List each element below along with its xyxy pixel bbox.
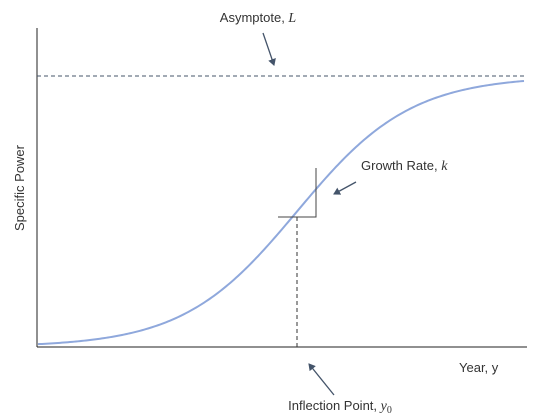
asymptote-label: Asymptote, L [220, 10, 297, 26]
label-text: Inflection Point, [288, 398, 381, 413]
logistic-curve [37, 79, 525, 346]
label-text: Growth Rate, [361, 158, 441, 173]
growth-label: Growth Rate, k [361, 158, 448, 174]
inflection-arrow [308, 363, 335, 396]
x-axis-label: Year, y [459, 360, 499, 375]
label-symbol: k [441, 159, 448, 174]
y-axis-label: Specific Power [12, 144, 27, 231]
label-symbol: L [287, 11, 296, 26]
inflection-label: Inflection Point, y0 [288, 398, 392, 416]
slope-triangle [278, 168, 317, 218]
label-subscript: 0 [387, 405, 392, 416]
label-text: Asymptote, [220, 10, 289, 25]
asymptote-arrow [262, 32, 276, 66]
growth-arrow [333, 181, 357, 195]
label-symbol: y [379, 399, 388, 414]
